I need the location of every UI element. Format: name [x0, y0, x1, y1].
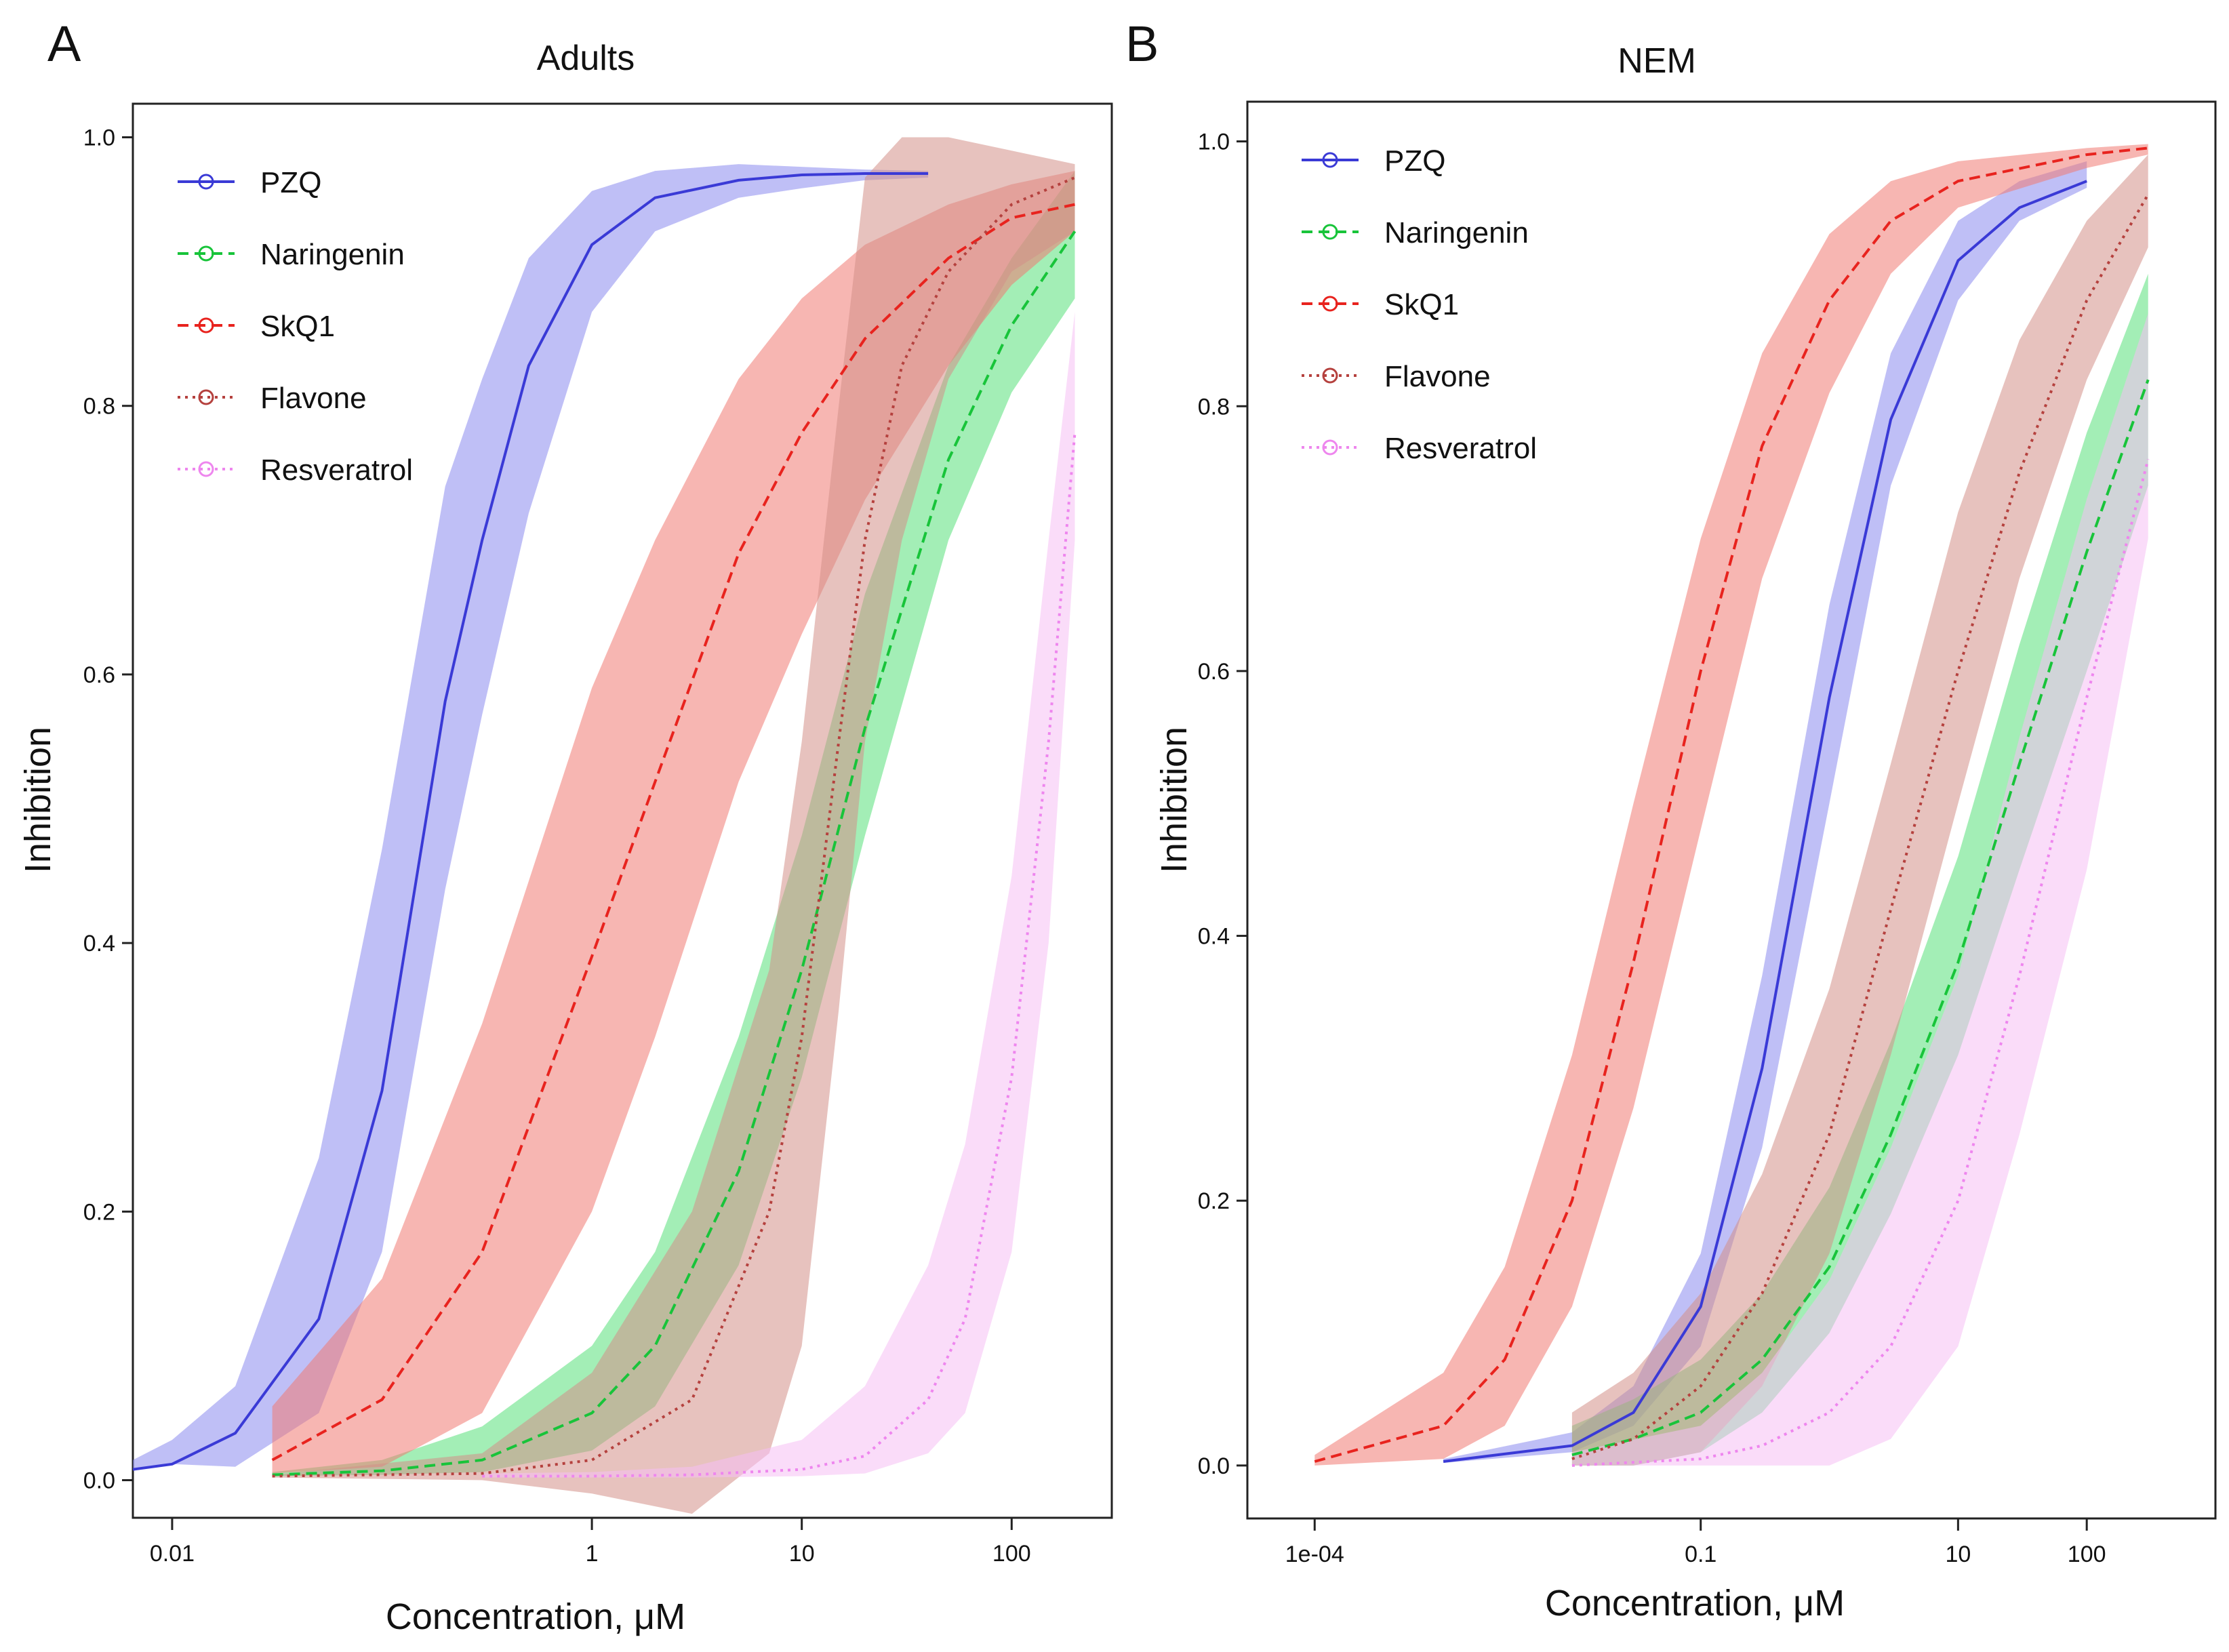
panel-b-x-tick-label: 100 [2068, 1542, 2106, 1567]
panel-a-legend-label-flavone: Flavone [260, 382, 367, 415]
panel-a: A Adults 0.0 0.2 0.4 0.6 0.8 1.0 0.01 1 10 100 C… [18, 16, 1113, 1637]
panel-a-legend-marker-pzq [198, 174, 214, 190]
panel-a-legend-marker-naringenin [198, 245, 214, 262]
panel-a-band-flavone [272, 137, 1075, 1514]
panel-b-legend-label-flavone: Flavone [1384, 360, 1491, 393]
panel-a-lines [132, 172, 1077, 1478]
panel-b-y-tick-label: 0.6 [1198, 659, 1230, 685]
panel-b-title: NEM [1618, 41, 1696, 81]
panel-b-x-tick-label: 10 [1945, 1542, 1971, 1567]
panel-b-y-tick-label: 0.8 [1198, 394, 1230, 420]
panel-a-line-skq1 [271, 203, 1075, 1462]
panel-b-line-skq1 [1314, 146, 2148, 1463]
panel-a-line-resveratrol [482, 432, 1077, 1478]
panel-b-band-flavone [1571, 155, 2148, 1466]
panel-b-bands [1314, 144, 2148, 1466]
panel-b-legend-marker-naringenin [1322, 224, 1338, 240]
panel-a-y-tick-label: 0.4 [83, 931, 115, 956]
panel-b-legend: PZQ Naringenin SkQ1 Flavone Resveratrol [1302, 144, 1537, 465]
panel-a-y-tick-label: 0.6 [83, 662, 115, 688]
panel-b-lines [1314, 146, 2150, 1467]
panel-a-x-tick-label: 0.01 [150, 1541, 195, 1567]
panel-a-line-pzq [132, 172, 929, 1471]
panel-b-legend-marker-resveratrol [1322, 439, 1338, 456]
panel-a-x-axis-label: Concentration, μM [386, 1596, 685, 1637]
panel-b-x-tick-label: 0.1 [1685, 1542, 1716, 1567]
panel-b-legend-marker-skq1 [1322, 296, 1338, 312]
panel-a-legend-label-resveratrol: Resveratrol [260, 454, 413, 487]
panel-b-legend-label-skq1: SkQ1 [1384, 288, 1459, 321]
panel-b-legend-label-pzq: PZQ [1384, 144, 1445, 178]
panel-b-y-tick-label: 0.4 [1198, 924, 1230, 950]
panel-b-y-tick-label: 0.2 [1198, 1188, 1230, 1214]
panel-b-letter: B [1125, 16, 1159, 72]
panel-a-y-axis: 0.0 0.2 0.4 0.6 0.8 1.0 [83, 125, 133, 1494]
panel-b-legend-marker-flavone [1322, 367, 1338, 384]
panel-b-band-resveratrol [1571, 313, 2148, 1466]
panel-b-legend-marker-pzq [1322, 152, 1338, 168]
panel-b-y-tick-label: 0.0 [1198, 1453, 1230, 1479]
panel-a-legend: PZQ Naringenin SkQ1 Flavone Resveratrol [178, 166, 413, 487]
panel-a-band-pzq [133, 164, 929, 1470]
panel-a-y-tick-label: 0.0 [83, 1468, 115, 1494]
panel-a-y-axis-label: Inhibition [18, 727, 58, 873]
panel-a-legend-marker-resveratrol [198, 461, 214, 477]
panel-a-letter: A [47, 16, 81, 72]
panel-a-legend-marker-flavone [198, 389, 214, 405]
panel-a-legend-label-pzq: PZQ [260, 166, 321, 199]
panel-a-legend-label-skq1: SkQ1 [260, 310, 335, 343]
panel-a-x-tick-label: 100 [992, 1541, 1031, 1567]
panel-b-x-axis-label: Concentration, μM [1545, 1583, 1845, 1624]
panel-b-legend-label-naringenin: Naringenin [1384, 216, 1529, 249]
panel-a-legend-label-naringenin: Naringenin [260, 238, 405, 271]
panel-b-line-pzq [1443, 180, 2087, 1463]
panel-a-x-axis: 0.01 1 10 100 [150, 1518, 1031, 1567]
panel-a-y-tick-label: 0.8 [83, 394, 115, 420]
panel-a-x-tick-label: 1 [586, 1541, 599, 1567]
panel-b-y-tick-label: 1.0 [1198, 129, 1230, 155]
panel-b: B NEM 0.0 0.2 0.4 0.6 0.8 1.0 1e-04 0.1 10 100 C… [1125, 16, 2217, 1624]
panel-a-y-tick-label: 0.2 [83, 1199, 115, 1225]
panel-b-x-axis: 1e-04 0.1 10 100 [1285, 1518, 2106, 1567]
panel-b-x-tick-label: 1e-04 [1285, 1542, 1344, 1567]
panel-b-y-axis: 0.0 0.2 0.4 0.6 0.8 1.0 [1198, 129, 1247, 1479]
panel-b-y-axis-label: Inhibition [1154, 727, 1194, 873]
panel-b-line-resveratrol [1571, 458, 2150, 1467]
panel-a-x-tick-label: 10 [789, 1541, 815, 1567]
panel-a-title: Adults [537, 39, 635, 78]
panel-a-band-skq1 [272, 171, 1075, 1474]
panel-a-y-tick-label: 1.0 [83, 125, 115, 151]
panel-a-line-naringenin [272, 230, 1077, 1476]
panel-a-legend-marker-skq1 [198, 317, 214, 334]
panel-a-bands [133, 137, 1075, 1514]
panel-b-legend-label-resveratrol: Resveratrol [1384, 432, 1537, 465]
